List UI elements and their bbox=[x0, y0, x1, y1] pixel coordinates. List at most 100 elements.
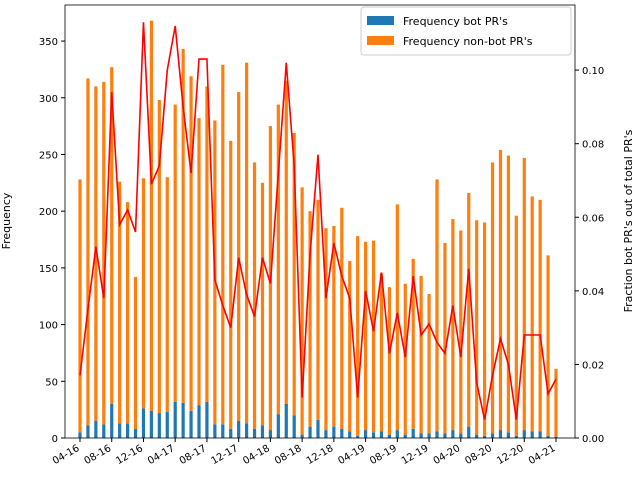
bar bbox=[475, 434, 479, 438]
bar bbox=[490, 162, 495, 434]
legend-box bbox=[360, 6, 572, 56]
bar bbox=[340, 428, 344, 438]
bar bbox=[197, 405, 201, 438]
bar bbox=[173, 401, 177, 438]
y2-tick-label: 0.08 bbox=[582, 140, 604, 151]
bar bbox=[221, 64, 225, 425]
bar bbox=[459, 433, 463, 438]
bar bbox=[530, 431, 534, 438]
bar bbox=[149, 20, 153, 411]
bar bbox=[110, 67, 114, 404]
y2-tick-label: 0.10 bbox=[582, 66, 604, 77]
bar bbox=[157, 413, 161, 438]
y-tick-label: 250 bbox=[39, 150, 58, 161]
y2-tick-label: 0.04 bbox=[582, 287, 604, 298]
x-tick-label: 12-16 bbox=[114, 443, 145, 467]
bar bbox=[221, 424, 225, 438]
y-axis-label: Frequency bbox=[0, 192, 13, 249]
bar bbox=[467, 426, 471, 438]
bar bbox=[133, 428, 138, 438]
x-tick-label: 12-17 bbox=[209, 443, 240, 467]
y2-tick-label: 0.00 bbox=[582, 434, 604, 445]
bar bbox=[403, 283, 407, 435]
bar bbox=[530, 196, 534, 432]
bar bbox=[316, 199, 320, 420]
bar bbox=[506, 155, 510, 433]
bar bbox=[316, 419, 320, 438]
bar bbox=[427, 433, 431, 438]
bar bbox=[284, 403, 288, 438]
bar bbox=[300, 187, 304, 435]
bar bbox=[268, 430, 272, 438]
bar bbox=[260, 182, 265, 426]
y-tick-label: 100 bbox=[39, 321, 58, 332]
x-tick-label: 08-19 bbox=[368, 443, 399, 467]
bar bbox=[387, 287, 391, 435]
bar bbox=[514, 435, 518, 438]
bar bbox=[245, 423, 249, 438]
bar bbox=[110, 403, 114, 438]
bar bbox=[292, 415, 296, 438]
bar bbox=[252, 162, 257, 429]
bar bbox=[181, 49, 185, 403]
bar bbox=[118, 423, 122, 438]
bar bbox=[356, 236, 360, 436]
bar bbox=[443, 242, 447, 434]
x-tick-label: 04-20 bbox=[432, 443, 463, 467]
bar bbox=[554, 436, 558, 438]
bar bbox=[371, 432, 376, 438]
bar bbox=[435, 179, 439, 432]
bar bbox=[483, 222, 487, 436]
bar bbox=[229, 428, 233, 438]
bar bbox=[173, 104, 177, 402]
bar bbox=[78, 432, 82, 438]
bar bbox=[141, 408, 146, 438]
bar bbox=[94, 86, 98, 421]
x-tick-label: 12-19 bbox=[400, 443, 431, 467]
bar bbox=[118, 181, 122, 424]
legend-label: Frequency non-bot PR's bbox=[403, 35, 533, 48]
legend-swatch bbox=[367, 16, 394, 25]
y-tick-label: 350 bbox=[39, 37, 58, 48]
bar bbox=[284, 80, 288, 404]
bar bbox=[451, 430, 455, 438]
bar bbox=[189, 76, 193, 411]
x-tick-label: 08-20 bbox=[463, 443, 494, 467]
bar bbox=[348, 261, 352, 432]
bar bbox=[538, 431, 542, 438]
x-tick-label: 04-16 bbox=[51, 443, 82, 467]
bar bbox=[133, 276, 138, 429]
bar bbox=[498, 149, 503, 431]
x-tick-label: 04-18 bbox=[241, 443, 272, 467]
x-tick-label: 08-16 bbox=[83, 443, 114, 467]
bar bbox=[379, 431, 384, 438]
bar bbox=[197, 118, 201, 406]
bar bbox=[229, 140, 233, 429]
y-tick-label: 150 bbox=[39, 264, 58, 275]
bar bbox=[260, 425, 265, 438]
bar bbox=[276, 414, 280, 438]
bar bbox=[332, 426, 336, 438]
bar bbox=[237, 92, 241, 421]
bar bbox=[165, 411, 169, 438]
bar bbox=[189, 410, 193, 438]
bar bbox=[514, 215, 518, 436]
bar bbox=[443, 433, 447, 438]
y-tick-label: 0 bbox=[52, 434, 58, 445]
bar bbox=[411, 258, 415, 429]
bar bbox=[102, 424, 106, 438]
bar bbox=[308, 426, 312, 438]
bar bbox=[126, 423, 130, 438]
bar bbox=[522, 157, 526, 431]
bar bbox=[498, 430, 503, 438]
bar bbox=[94, 420, 98, 438]
bar bbox=[506, 432, 510, 438]
bar bbox=[237, 420, 241, 438]
y2-tick-label: 0.06 bbox=[582, 213, 604, 224]
y2-tick-label: 0.02 bbox=[582, 360, 604, 371]
bar bbox=[86, 78, 90, 426]
x-tick-label: 04-19 bbox=[336, 443, 367, 467]
bar bbox=[213, 424, 217, 438]
bar bbox=[435, 431, 439, 438]
